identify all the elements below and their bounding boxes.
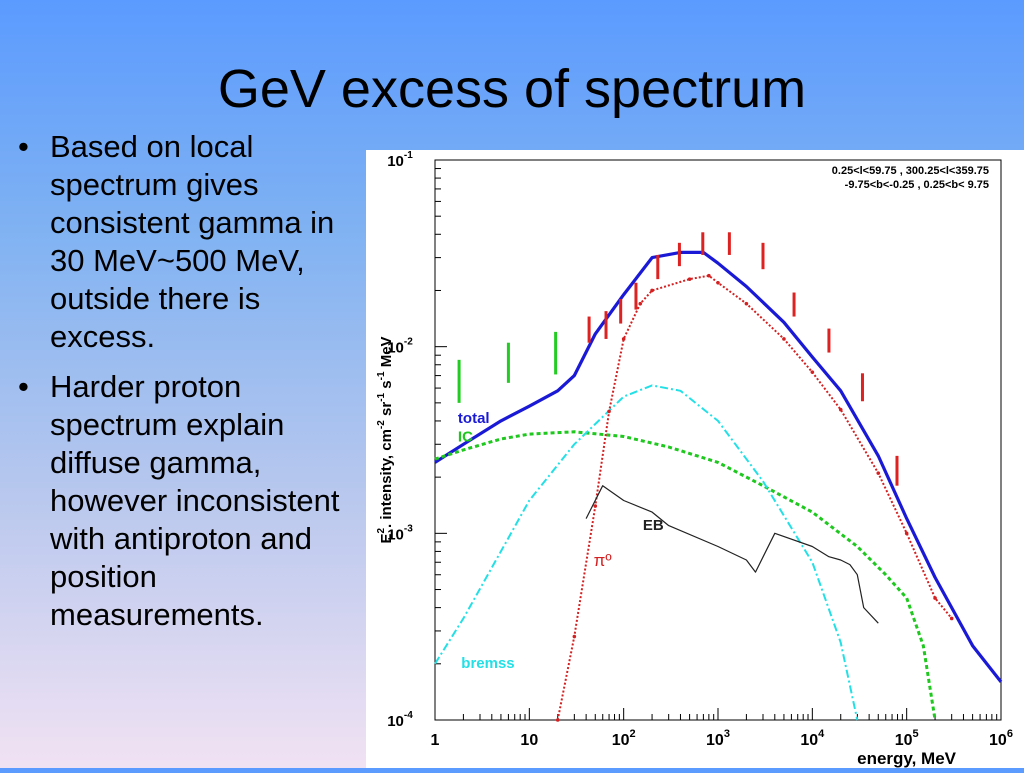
pi0-marker bbox=[621, 337, 626, 341]
bullet-item: • Harder proton spectrum explain diffuse… bbox=[18, 368, 358, 634]
bullet-text: Based on local spectrum gives consistent… bbox=[50, 129, 335, 354]
bullet-glyph: • bbox=[18, 129, 29, 164]
series-label-ic: IC bbox=[458, 429, 473, 446]
pi0-marker bbox=[876, 471, 881, 475]
pi0-marker bbox=[838, 407, 843, 412]
pi0-marker bbox=[744, 301, 749, 306]
series-label-pi0: πº bbox=[594, 551, 612, 570]
pi0-marker bbox=[593, 504, 598, 508]
x-tick-label: 10 bbox=[520, 732, 538, 749]
plot-frame bbox=[434, 159, 1002, 721]
series-label-eb: EB bbox=[643, 517, 664, 534]
x-tick-label: 106 bbox=[989, 728, 1013, 749]
pi0-marker bbox=[687, 277, 692, 281]
pi0-marker bbox=[904, 531, 909, 536]
pi0-marker bbox=[782, 337, 786, 341]
pi0-marker bbox=[638, 301, 643, 306]
pi0-marker bbox=[716, 280, 720, 285]
x-tick-label: 104 bbox=[800, 728, 825, 749]
pi0-marker bbox=[933, 596, 937, 600]
pi0-marker bbox=[707, 273, 711, 278]
series-label-total: total bbox=[458, 410, 490, 427]
bullet-text: Harder proton spectrum explain diffuse g… bbox=[50, 369, 340, 632]
y-tick-label: 10-1 bbox=[387, 150, 413, 170]
pi0-marker bbox=[572, 634, 577, 639]
pi0-marker bbox=[607, 409, 611, 414]
slide-title: GeV excess of spectrum bbox=[217, 59, 807, 119]
y-tick-label: 10-3 bbox=[387, 523, 413, 543]
series-eb-line bbox=[585, 485, 879, 624]
pi0-marker bbox=[650, 288, 654, 293]
x-tick-label: 1 bbox=[431, 732, 440, 749]
region-annotation: -9.75<b<-0.25 , 0.25<b< 9.75 bbox=[845, 179, 989, 191]
series-bremss-line bbox=[434, 384, 859, 721]
x-tick-label: 105 bbox=[895, 728, 919, 749]
x-tick-label: 103 bbox=[706, 728, 730, 749]
y-tick-label: 10-4 bbox=[387, 710, 413, 730]
pi0-marker bbox=[555, 718, 560, 722]
spectrum-chart: 1 10 102 103 104 105 106 10-1 10-2 10-3 10-4 total I… bbox=[376, 150, 1013, 768]
x-tick-label: 102 bbox=[612, 728, 636, 749]
series-label-bremss: bremss bbox=[461, 655, 514, 672]
y-axis-title: E2. intensity, cm-2 sr-1 s-1 MeV bbox=[376, 336, 395, 543]
pi0-marker bbox=[810, 370, 815, 374]
bullet-glyph: • bbox=[18, 369, 29, 404]
x-axis-title: energy, MeV bbox=[857, 749, 957, 768]
bullet-list: • Based on local spectrum gives consiste… bbox=[18, 128, 358, 646]
pi0-marker bbox=[949, 616, 954, 621]
chart-panel: 1 10 102 103 104 105 106 10-1 10-2 10-3 10-4 total I… bbox=[366, 150, 1024, 768]
region-annotation: 0.25<l<59.75 , 300.25<l<359.75 bbox=[832, 165, 989, 177]
series-pi0-line bbox=[556, 274, 953, 721]
bullet-item: • Based on local spectrum gives consiste… bbox=[18, 128, 358, 356]
series-ic-line bbox=[434, 430, 937, 721]
y-tick-label: 10-2 bbox=[387, 337, 413, 357]
